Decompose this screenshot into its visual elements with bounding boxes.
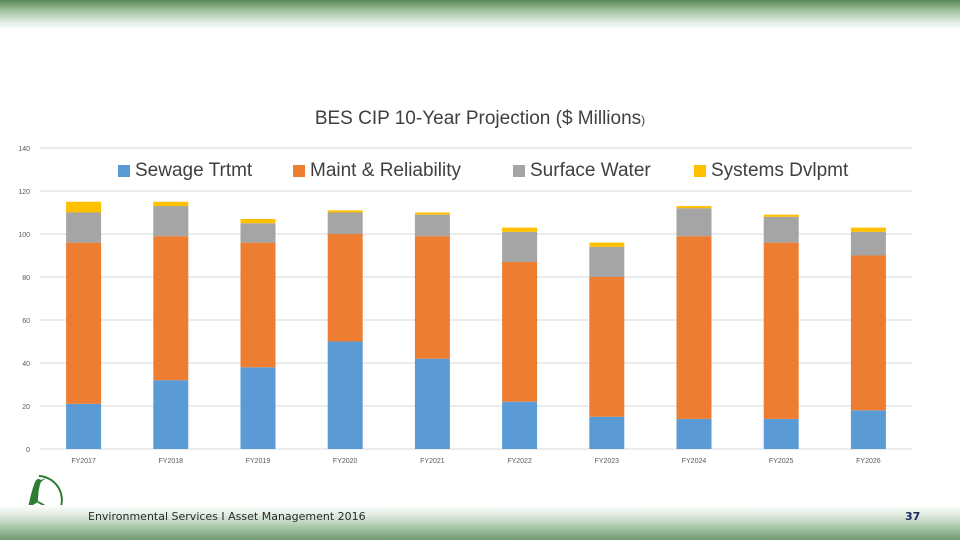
bar-segment [502,227,538,232]
bar-segment [66,212,102,243]
legend-swatch [513,165,525,177]
x-tick-label: FY2023 [595,458,620,465]
legend-swatch [694,165,706,177]
legend-item-sewage-trtmt: Sewage Trtmt [118,160,252,182]
legend-item-surface-water: Surface Water [513,160,651,182]
y-tick-label: 20 [22,404,30,411]
bar-segment [153,236,189,381]
bar-segment [502,231,538,262]
legend-label: Systems Dvlpmt [711,160,849,181]
legend-label: Surface Water [530,160,651,181]
bar-segment [676,208,712,237]
y-tick-label: 40 [22,361,30,368]
footer-text: Environmental Services I Asset Managemen… [88,510,366,523]
bar-segment [153,380,189,449]
bar-segment [240,242,276,368]
bar-segment [153,206,189,237]
x-tick-label: FY2017 [71,458,96,465]
legend-label: Sewage Trtmt [135,160,253,181]
chart-title-main: BES CIP 10-Year Projection ($ Millions [314,108,642,129]
bar-segment [66,201,102,213]
bar-segment [414,212,450,215]
legend-item-systems-dvlpmt: Systems Dvlpmt [694,160,848,182]
chart-title-suffix: ) [641,113,646,127]
x-tick-label: FY2019 [246,458,271,465]
bar-segment [240,367,276,449]
x-tick-label: FY2025 [769,458,794,465]
bar-segment [850,255,886,411]
bar-segment [676,206,712,209]
page-number: 37 [905,510,921,523]
bar-segment [327,234,363,342]
header-gradient-band [0,0,960,30]
legend-swatch [118,165,130,177]
legend-item-maint-reliability: Maint & Reliability [293,160,461,182]
chart-legend: Sewage Trtmt Maint & Reliability Surface… [118,160,878,182]
y-tick-label: 0 [26,447,30,454]
x-tick-label: FY2026 [856,458,881,465]
bar-segment [676,418,712,449]
x-tick-label: FY2020 [333,458,358,465]
y-tick-label: 100 [18,232,30,239]
bar-segment [850,227,886,232]
bar-segment [414,214,450,237]
bar-segment [66,403,102,449]
x-tick-label: FY2021 [420,458,445,465]
chart-title: BES CIP 10-Year Projection ($ Millions) [160,108,800,130]
x-tick-label: FY2018 [159,458,184,465]
bar-segment [502,401,538,449]
bar-segment [414,358,450,449]
bar-segment [589,277,625,417]
bar-segment [589,242,625,247]
bar-segment [676,236,712,419]
bar-segment [327,212,363,234]
y-tick-label: 140 [18,146,30,153]
x-tick-label: FY2022 [507,458,532,465]
y-tick-label: 120 [18,189,30,196]
bar-segment [327,341,363,449]
bar-segment [589,416,625,449]
y-tick-label: 60 [22,318,30,325]
bar-segment [66,242,102,404]
bar-segment [502,261,538,402]
footer-gradient-band [0,505,960,540]
bar-segment [850,410,886,449]
bar-segment [414,236,450,359]
bar-segment [850,231,886,256]
x-tick-label: FY2024 [682,458,707,465]
bar-segment [763,216,799,243]
bar-segment [763,242,799,419]
bar-segment [153,201,189,207]
bar-segment [763,418,799,449]
legend-label: Maint & Reliability [310,160,461,181]
bar-segment [240,223,276,243]
bar-segment [240,218,276,224]
bar-segment [589,246,625,277]
legend-swatch [293,165,305,177]
bar-segment [327,210,363,213]
bar-segment [763,214,799,217]
y-tick-label: 80 [22,275,30,282]
